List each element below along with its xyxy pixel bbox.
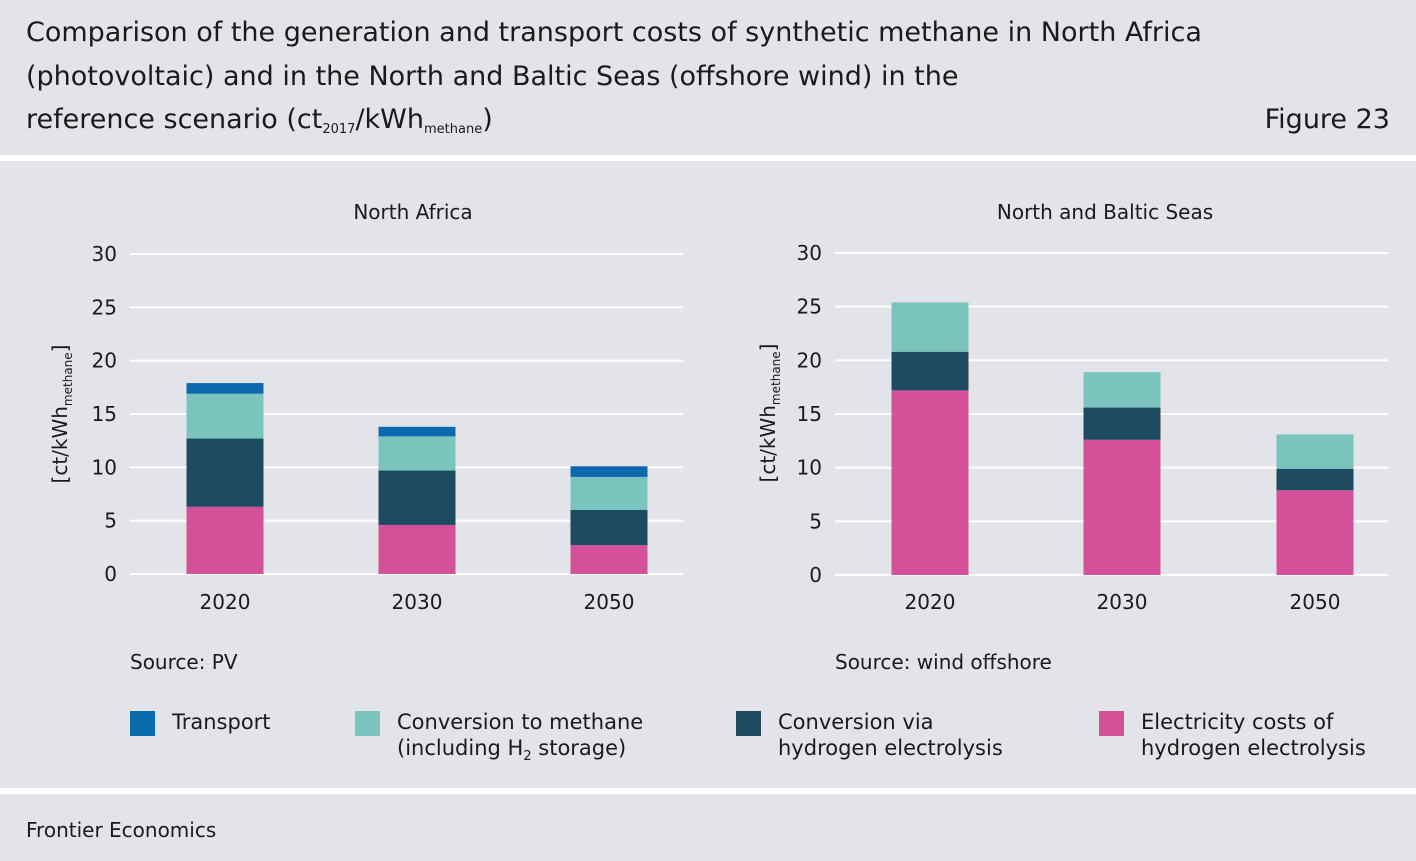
title-line-3-suffix: )	[482, 104, 493, 135]
y-axis-label-suffix: ]	[756, 344, 780, 352]
bar-segment-transport	[378, 426, 456, 437]
chart-source: Source: PV	[130, 650, 238, 674]
legend-label-h2-sub: 2	[523, 749, 532, 764]
charts-svg: North Africa051015202530[ct/kWhmethane]2…	[48, 200, 1388, 674]
legend-swatch-conversion-electrolysis	[736, 711, 761, 736]
legend-swatch-transport	[130, 711, 155, 736]
y-tick-label: 20	[797, 348, 822, 372]
chart-0: North Africa 0 5 10 15 20 25 30 [ct/kWhmethane] 2…	[48, 200, 683, 674]
bar-segment-electricity	[186, 506, 264, 574]
legend-label-conversion-methane-line2a: (including H	[397, 736, 524, 760]
bar-segment-electricity	[1276, 490, 1354, 575]
title-line-3-prefix: reference scenario (ct	[26, 104, 323, 135]
title-line-3-mid: /kWh	[355, 104, 424, 135]
y-tick-label: 10	[797, 456, 822, 480]
legend-label-transport: Transport	[172, 709, 271, 735]
y-tick-label: 5	[104, 509, 117, 533]
y-axis-label-suffix: ]	[48, 345, 72, 353]
x-tick-label: 2020	[905, 590, 956, 614]
bar-segment-conversion_methane	[186, 393, 264, 439]
y-axis-label-main: [ct/kWh	[756, 405, 780, 482]
chart-area: North Africa 0 5 10 15 20 25 30 [ct/kWhmethane] 2…	[0, 161, 1416, 788]
title-sub-year: 2017	[322, 122, 356, 137]
legend-swatch-conversion-methane	[355, 711, 380, 736]
y-tick-label: 20	[92, 349, 117, 373]
y-tick-label: 0	[809, 563, 822, 587]
y-tick-label: 30	[92, 242, 117, 266]
bar-segment-conversion_methane	[378, 436, 456, 471]
x-tick-label: 2030	[392, 590, 443, 614]
bar-segment-conversion_electrolysis	[891, 351, 969, 391]
y-axis-label-sub: methane	[769, 351, 783, 405]
y-tick-label: 5	[809, 509, 822, 533]
legend-swatch-electricity	[1099, 711, 1124, 736]
y-tick-label: 25	[92, 295, 117, 319]
legend-label-transport-line1: Transport	[172, 710, 271, 734]
footer-source: Frontier Economics	[26, 818, 217, 842]
chart-title: North and Baltic Seas	[997, 200, 1213, 224]
bar-segment-conversion_electrolysis	[1083, 407, 1161, 440]
legend-label-electricity-line2: hydrogen electrolysis	[1141, 736, 1366, 760]
bar-segment-conversion_methane	[1083, 372, 1161, 408]
x-tick-label: 2050	[584, 590, 635, 614]
y-tick-label: 25	[797, 295, 822, 319]
bar-segment-conversion_electrolysis	[378, 470, 456, 525]
chart-title: North Africa	[353, 200, 472, 224]
legend-label-conversion-methane-line1: Conversion to methane	[397, 710, 644, 734]
x-tick-label: 2050	[1290, 590, 1341, 614]
bar-segment-transport	[570, 466, 648, 477]
legend-label-conversion-methane-line2b: storage)	[531, 736, 627, 760]
bar-segment-conversion_electrolysis	[1276, 468, 1354, 491]
y-tick-label: 30	[797, 241, 822, 265]
bar-segment-electricity	[378, 524, 456, 574]
y-tick-label: 15	[797, 402, 822, 426]
bar-segment-conversion_methane	[1276, 434, 1354, 469]
legend-label-conversion-electrolysis: Conversion via hydrogen electrolysis	[778, 709, 1003, 761]
footer: Frontier Economics	[0, 794, 1416, 861]
bar-segment-conversion_electrolysis	[186, 438, 264, 507]
y-axis-label: [ct/kWhmethane]	[48, 345, 75, 484]
y-tick-label: 0	[104, 562, 117, 586]
legend-label-conversion-methane: Conversion to methane (including H2 stor…	[397, 709, 644, 764]
y-tick-label: 15	[92, 402, 117, 426]
chart-1: North and Baltic Seas 0 5 10 15 20 25 30 [ct/kWh…	[756, 200, 1388, 674]
y-axis-label-main: [ct/kWh	[48, 406, 72, 483]
bar-segment-conversion_methane	[891, 302, 969, 352]
title-sub-methane: methane	[424, 122, 483, 137]
legend-label-conversion-electrolysis-line2: hydrogen electrolysis	[778, 736, 1003, 760]
y-tick-label: 10	[92, 455, 117, 479]
figure-label: Figure 23	[1264, 104, 1390, 135]
legend-label-electricity-line1: Electricity costs of	[1141, 710, 1334, 734]
legend-label-conversion-electrolysis-line1: Conversion via	[778, 710, 934, 734]
bar-segment-conversion_methane	[570, 476, 648, 510]
x-tick-label: 2030	[1097, 590, 1148, 614]
title-line-3: reference scenario (ct2017/kWhmethane)	[26, 104, 493, 136]
chart-source: Source: wind offshore	[835, 650, 1052, 674]
bar-segment-electricity	[891, 390, 969, 575]
y-axis-label-sub: methane	[61, 352, 75, 406]
x-tick-label: 2020	[200, 590, 251, 614]
bar-segment-transport	[186, 383, 264, 394]
title-line-1: Comparison of the generation and transpo…	[26, 17, 1202, 48]
legend-label-electricity: Electricity costs of hydrogen electrolys…	[1141, 709, 1366, 761]
y-axis-label: [ct/kWhmethane]	[756, 344, 783, 483]
title-line-2: (photovoltaic) and in the North and Balt…	[26, 61, 959, 92]
bar-segment-conversion_electrolysis	[570, 510, 648, 546]
bar-segment-electricity	[1083, 439, 1161, 575]
header: Comparison of the generation and transpo…	[0, 0, 1416, 155]
bar-segment-electricity	[570, 545, 648, 574]
